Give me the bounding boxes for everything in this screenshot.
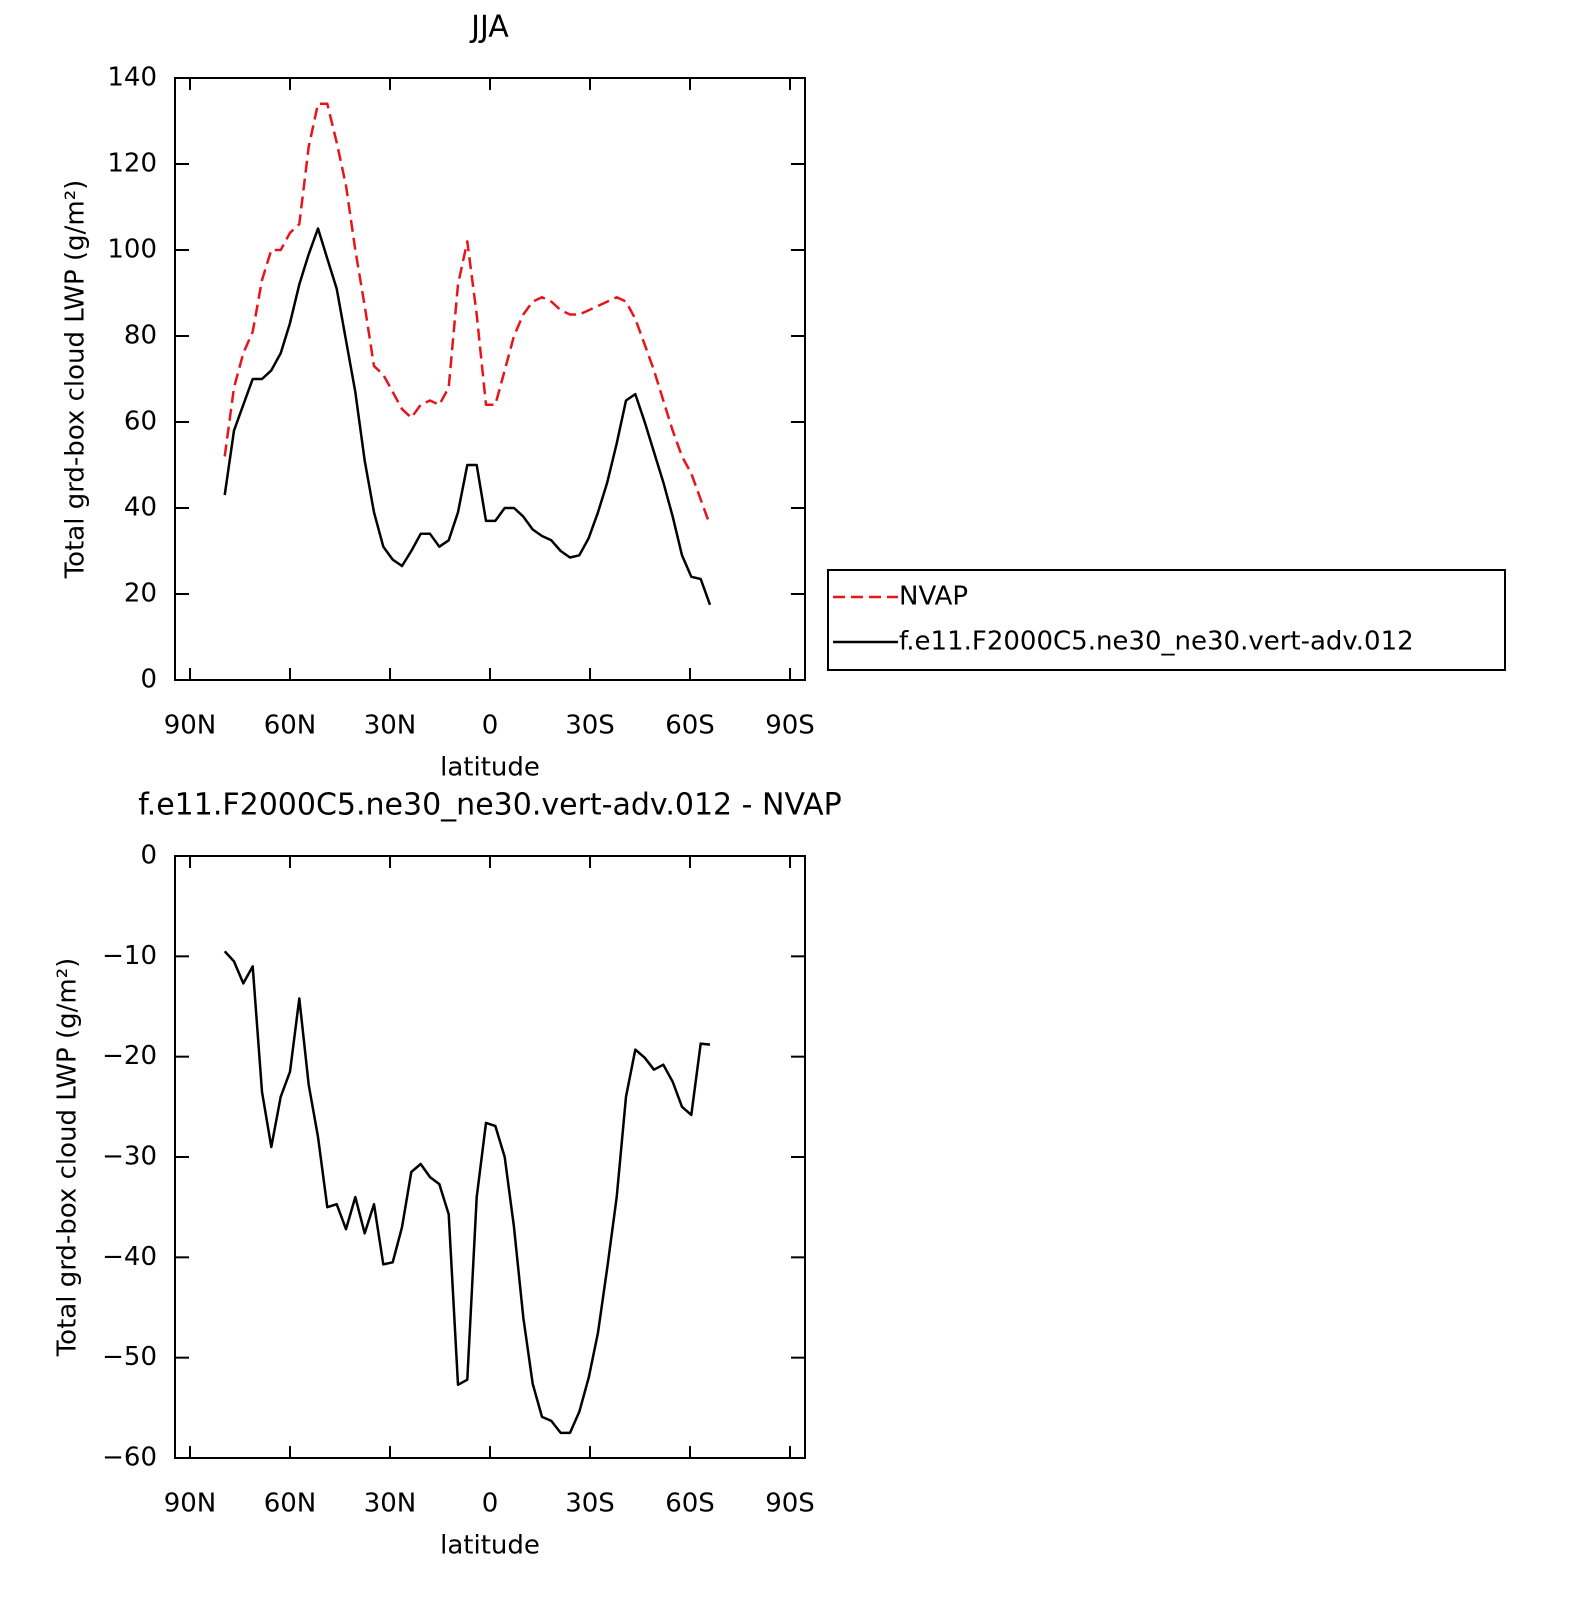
x-tick-label: 30N [364, 711, 417, 741]
x-tick-label: 0 [482, 1489, 499, 1519]
y-tick-label: −30 [102, 1142, 157, 1172]
x-tick-label: 90N [164, 1489, 217, 1519]
legend-box [827, 569, 1506, 671]
y-tick-label: 40 [124, 493, 157, 523]
y-tick-label: 60 [124, 407, 157, 437]
y-tick-label: −40 [102, 1242, 157, 1272]
y-tick-label: 120 [107, 149, 157, 179]
x-tick-label: 90S [765, 711, 815, 741]
plot-frame [174, 77, 806, 681]
x-tick-label: 60N [264, 1489, 317, 1519]
y-tick-label: 0 [140, 841, 157, 871]
chart-title: f.e11.F2000C5.ne30_ne30.vert-adv.012 - N… [138, 788, 841, 823]
plot-frame [174, 855, 806, 1459]
x-tick-label: 30S [565, 711, 615, 741]
y-tick-label: −10 [102, 941, 157, 971]
y-axis-label: Total grd-box cloud LWP (g/m²) [53, 958, 83, 1358]
y-tick-label: 100 [107, 235, 157, 265]
y-axis-label: Total grd-box cloud LWP (g/m²) [61, 180, 91, 580]
x-axis-label: latitude [440, 753, 540, 783]
x-tick-label: 60N [264, 711, 317, 741]
y-tick-label: −60 [102, 1443, 157, 1473]
x-tick-label: 90N [164, 711, 217, 741]
x-tick-label: 0 [482, 711, 499, 741]
data-line [223, 102, 712, 526]
y-tick-label: −20 [102, 1041, 157, 1071]
y-tick-label: 0 [140, 665, 157, 695]
chart-title: JJA [469, 10, 509, 45]
x-tick-label: 90S [765, 1489, 815, 1519]
x-tick-label: 30N [364, 1489, 417, 1519]
data-line [223, 227, 712, 606]
legend-label: f.e11.F2000C5.ne30_ne30.vert-adv.012 [899, 627, 1414, 657]
legend-label: NVAP [899, 582, 968, 612]
y-tick-label: −50 [102, 1342, 157, 1372]
y-tick-label: 140 [107, 63, 157, 93]
x-axis-label: latitude [440, 1531, 540, 1561]
y-tick-label: 20 [124, 579, 157, 609]
x-tick-label: 30S [565, 1489, 615, 1519]
x-tick-label: 60S [665, 711, 715, 741]
data-line [223, 950, 711, 1435]
y-tick-label: 80 [124, 321, 157, 351]
x-tick-label: 60S [665, 1489, 715, 1519]
